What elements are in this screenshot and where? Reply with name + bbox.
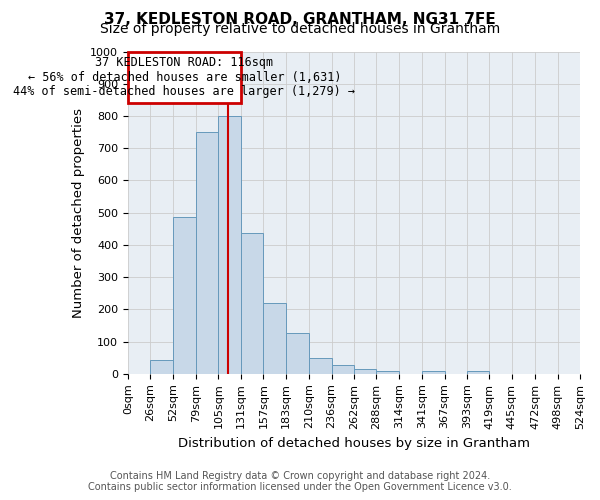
Text: Contains HM Land Registry data © Crown copyright and database right 2024.
Contai: Contains HM Land Registry data © Crown c… [88, 471, 512, 492]
Bar [218, 116, 241, 374]
Y-axis label: Number of detached properties: Number of detached properties [71, 108, 85, 318]
Text: ← 56% of detached houses are smaller (1,631): ← 56% of detached houses are smaller (1,… [28, 71, 341, 84]
Text: 44% of semi-detached houses are larger (1,279) →: 44% of semi-detached houses are larger (… [13, 85, 355, 98]
Bar [196, 132, 218, 374]
Bar [263, 303, 286, 374]
Bar [354, 369, 376, 374]
Bar [151, 360, 173, 374]
Bar [173, 217, 196, 374]
Bar [128, 52, 241, 103]
Bar [376, 370, 399, 374]
Bar [332, 365, 354, 374]
Bar [422, 371, 445, 374]
Text: 37, KEDLESTON ROAD, GRANTHAM, NG31 7FE: 37, KEDLESTON ROAD, GRANTHAM, NG31 7FE [104, 12, 496, 28]
Bar [309, 358, 332, 374]
Text: 37 KEDLESTON ROAD: 116sqm: 37 KEDLESTON ROAD: 116sqm [95, 56, 274, 70]
Bar [241, 233, 263, 374]
Text: Size of property relative to detached houses in Grantham: Size of property relative to detached ho… [100, 22, 500, 36]
Bar [467, 371, 490, 374]
Bar [286, 332, 309, 374]
X-axis label: Distribution of detached houses by size in Grantham: Distribution of detached houses by size … [178, 437, 530, 450]
